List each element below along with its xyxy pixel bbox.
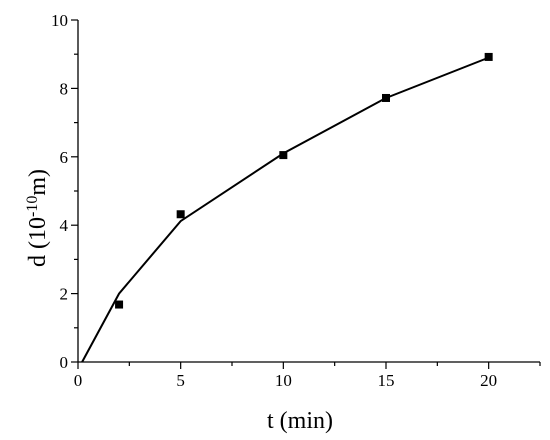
- data-point-marker: [484, 52, 493, 61]
- y-tick-label: 8: [60, 79, 69, 98]
- x-tick-label: 20: [480, 371, 497, 390]
- fit-lines: [81, 56, 490, 363]
- y-tick-label: 6: [60, 148, 69, 167]
- x-axis-title: t (min): [267, 408, 333, 434]
- data-point-marker: [176, 210, 185, 219]
- x-tick-label: 0: [74, 371, 83, 390]
- y-tick-label: 2: [60, 285, 69, 304]
- x-tick-label: 10: [275, 371, 292, 390]
- data-markers: [115, 52, 493, 309]
- data-point-marker: [279, 151, 288, 160]
- y-tick-label: 10: [51, 11, 68, 30]
- x-tick-label: 15: [378, 371, 395, 390]
- y-axis-title: d (10-10m): [24, 169, 51, 267]
- y-axis-title-exponent: -10: [24, 196, 41, 217]
- tick-labels: 0 5 10 15 20 0 2 4 6 8 10: [51, 11, 497, 390]
- y-axis-title-unit: m): [25, 169, 51, 196]
- x-tick-label: 5: [176, 371, 185, 390]
- plot-frame: [77, 20, 540, 363]
- y-tick-label: 4: [60, 216, 69, 235]
- data-point-marker: [382, 93, 390, 102]
- data-point-marker: [115, 300, 124, 309]
- y-tick-label: 0: [60, 353, 69, 372]
- fit-line: [81, 56, 490, 363]
- axis-ticks: [71, 19, 541, 369]
- y-axis-title-main: d (10: [25, 217, 51, 267]
